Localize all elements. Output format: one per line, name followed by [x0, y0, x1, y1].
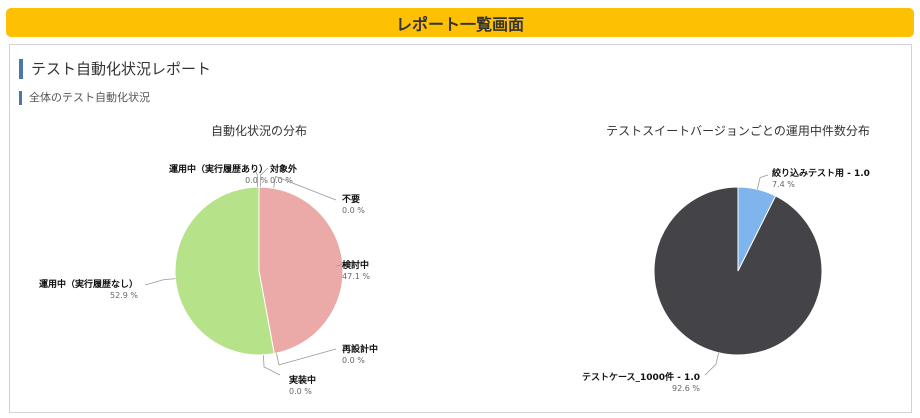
slice-pct-1-3: 0.0 %	[342, 356, 365, 365]
pie-slice-1-5[interactable]	[174, 186, 275, 356]
slice-label-1-4: 実装中	[289, 374, 316, 386]
page-header: レポート一覧画面	[6, 8, 914, 37]
report-title: テスト自動化状況レポート	[19, 59, 211, 79]
connector-1-2	[335, 261, 355, 267]
connector-1-3	[276, 348, 337, 366]
slice-pct-1-1: 0.0 %	[342, 206, 365, 215]
connector-2-1	[704, 352, 720, 376]
chart-title-automation: 自動化状況の分布	[211, 123, 307, 138]
slice-pct-1-0: 0.0 %	[270, 176, 293, 185]
connector-1-5	[144, 278, 176, 286]
slice-label-1-0: 対象外	[269, 163, 297, 175]
connector-1-6	[253, 167, 258, 188]
slice-label-1-1: 不要	[342, 194, 360, 205]
connector-1-0	[260, 167, 269, 188]
slice-label-1-6: 運用中（実行履歴あり）	[169, 163, 268, 175]
connector-2-0	[756, 174, 769, 190]
slice-pct-1-5: 52.9 %	[110, 291, 138, 300]
connector-1-1	[273, 175, 337, 201]
chart-title-suite-version: テストスイートバージョンごとの運用中件数分布	[606, 123, 870, 138]
section-title: 全体のテスト自動化状況	[19, 91, 150, 105]
slice-pct-1-6: 0.0 %	[245, 176, 268, 185]
slice-pct-2-1: 92.6 %	[672, 384, 700, 393]
pie-slice-1-2[interactable]	[258, 186, 344, 355]
slice-pct-2-0: 7.4 %	[772, 180, 795, 189]
connector-1-4	[262, 354, 281, 376]
slice-label-1-2: 検討中	[342, 259, 369, 271]
pie-slice-2-1[interactable]	[653, 186, 823, 356]
slice-label-2-1: テストケース_1000件 - 1.0	[582, 371, 700, 383]
slice-pct-1-2: 47.1 %	[342, 272, 370, 281]
slice-pct-1-4: 0.0 %	[289, 387, 312, 396]
slice-label-1-5: 運用中（実行履歴なし）	[39, 278, 138, 290]
slice-label-2-0: 絞り込みテスト用 - 1.0	[772, 167, 870, 179]
slice-label-1-3: 再設計中	[342, 343, 378, 355]
pie-chart-suite-version: 絞り込みテスト用 - 1.07.4 % テストケース_1000件 - 1.092.…	[582, 167, 870, 393]
